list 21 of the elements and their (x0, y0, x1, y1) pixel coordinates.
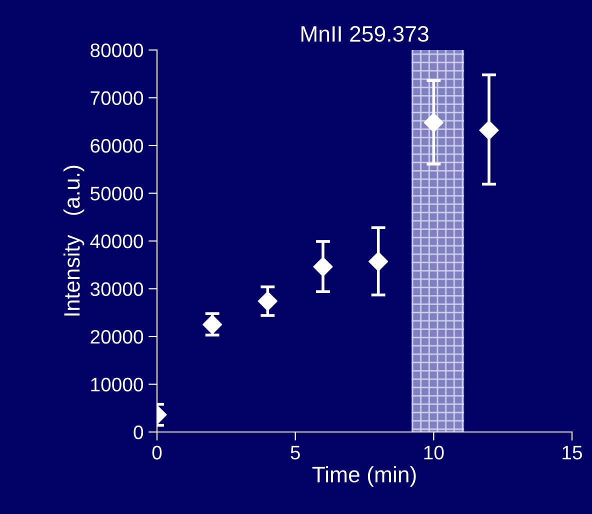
y-axis-title: Intensity (a.u.) (63, 166, 84, 316)
x-tick-label: 5 (290, 446, 300, 460)
x-tick-label: 0 (152, 446, 162, 460)
y-tick-label: 20000 (90, 330, 144, 344)
x-tick-label: 10 (424, 446, 444, 460)
y-tick-label: 60000 (90, 138, 144, 153)
y-tick-label: 70000 (90, 91, 144, 105)
point (313, 256, 333, 277)
point (258, 291, 278, 312)
point (479, 120, 499, 140)
chart-title: MnII 259.373 (301, 26, 428, 42)
y-tick-label: 30000 (90, 282, 144, 296)
point (368, 252, 388, 272)
y-tick-label: 0 (134, 425, 144, 440)
x-tick-label: 15 (562, 446, 582, 460)
y-tick-label: 80000 (90, 43, 144, 58)
x-axis-title: Time (min) (312, 466, 416, 487)
point (424, 112, 444, 132)
y-tick-label: 50000 (90, 186, 144, 200)
y-tick-label: 40000 (90, 234, 144, 248)
y-tick-label: 10000 (91, 378, 144, 392)
